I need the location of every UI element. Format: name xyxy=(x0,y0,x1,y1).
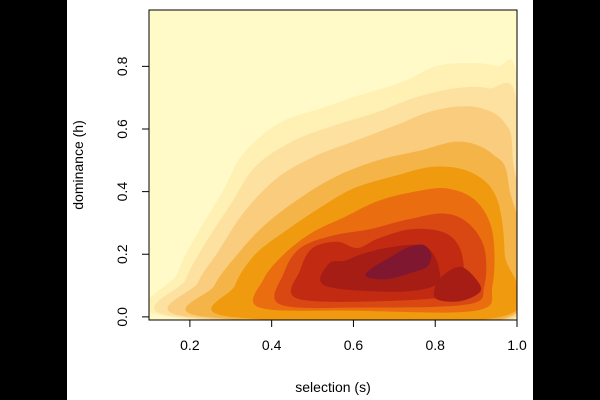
x-tick-label: 0.2 xyxy=(180,337,200,353)
x-axis: 0.2 0.4 0.6 0.8 1.0 xyxy=(180,320,527,353)
y-axis-label: dominance (h) xyxy=(70,120,86,210)
x-axis-label: selection (s) xyxy=(295,379,370,395)
y-tick-label: 0.8 xyxy=(114,56,130,76)
density-level-11 xyxy=(365,244,432,280)
y-tick-label: 0.2 xyxy=(114,244,130,264)
chart-figure: 0.2 0.4 0.6 0.8 1.0 0.0 0.2 0.4 0.6 0.8 selectio… xyxy=(67,0,533,400)
x-tick-label: 1.0 xyxy=(507,337,527,353)
y-tick-label: 0.6 xyxy=(114,119,130,139)
x-tick-label: 0.8 xyxy=(425,337,445,353)
density-contour-chart: 0.2 0.4 0.6 0.8 1.0 0.0 0.2 0.4 0.6 0.8 selectio… xyxy=(70,9,527,395)
y-tick-label: 0.0 xyxy=(114,307,130,327)
plot-frame xyxy=(148,9,518,321)
y-tick-label: 0.4 xyxy=(114,182,130,202)
density-level-10 xyxy=(433,266,482,302)
x-tick-label: 0.4 xyxy=(262,337,282,353)
x-tick-label: 0.6 xyxy=(344,337,364,353)
density-contours xyxy=(149,59,517,320)
y-axis: 0.0 0.2 0.4 0.6 0.8 xyxy=(114,56,149,327)
